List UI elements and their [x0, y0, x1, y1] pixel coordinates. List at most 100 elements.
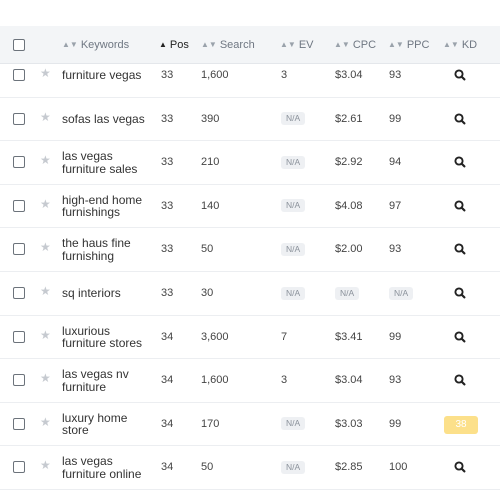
- pos-cell: 33: [161, 272, 173, 315]
- search-icon[interactable]: [452, 459, 468, 475]
- star-icon[interactable]: ★: [40, 327, 51, 342]
- row-checkbox[interactable]: [13, 461, 25, 474]
- cpc-cell: $2.61: [335, 98, 363, 141]
- na-badge: N/A: [335, 286, 360, 300]
- table-row: ★ luxury home store 34 170 N/A $3.03 99 38: [0, 403, 500, 447]
- star-icon[interactable]: ★: [40, 458, 51, 473]
- cpc-value: $2.00: [335, 243, 363, 256]
- pos-cell: 34: [161, 403, 173, 446]
- ppc-cell: 99: [389, 98, 401, 141]
- sort-arrows-icon: ▲▼: [388, 40, 404, 49]
- keyword-cell[interactable]: luxurious furniture stores: [62, 316, 157, 359]
- keyword-cell[interactable]: sq interiors: [62, 272, 157, 315]
- ppc-cell: 99: [389, 316, 401, 359]
- search-icon[interactable]: [452, 372, 468, 388]
- ev-value: 3: [281, 69, 288, 81]
- sort-arrows-icon: ▲▼: [62, 40, 78, 49]
- ppc-value: 99: [389, 417, 402, 430]
- table-rows: ★ furniture vegas 33 1,600 3 $3.04 93 ★ sofas la…: [0, 64, 500, 490]
- pos-value: 33: [161, 243, 174, 256]
- column-header-search[interactable]: ▲▼ Search: [201, 39, 255, 51]
- pos-value: 34: [161, 461, 174, 474]
- search-cell: 1,600: [201, 64, 229, 97]
- keyword-text: las vegas nv furniture: [62, 367, 129, 394]
- na-badge: N/A: [281, 460, 306, 474]
- cpc-cell: $2.85: [335, 446, 363, 489]
- search-icon[interactable]: [452, 329, 468, 345]
- star-icon[interactable]: ★: [40, 283, 51, 298]
- star-icon[interactable]: ★: [40, 371, 51, 386]
- star-icon[interactable]: ★: [40, 109, 51, 124]
- star-icon[interactable]: ★: [40, 240, 51, 255]
- column-header-ppc[interactable]: ▲▼ PPC: [388, 39, 430, 51]
- sort-arrows-icon: ▲▼: [201, 40, 217, 49]
- row-checkbox[interactable]: [13, 69, 25, 81]
- sort-up-icon: ▲: [159, 40, 167, 49]
- search-icon[interactable]: [452, 67, 468, 83]
- search-icon[interactable]: [452, 198, 468, 214]
- keyword-cell[interactable]: luxury home store: [62, 403, 157, 446]
- cpc-cell: $3.04: [335, 64, 363, 97]
- select-all-checkbox[interactable]: [13, 39, 25, 51]
- star-icon[interactable]: ★: [40, 414, 51, 429]
- row-checkbox[interactable]: [13, 286, 25, 299]
- search-cell: 3,600: [201, 316, 229, 359]
- keyword-cell[interactable]: las vegas furniture online: [62, 446, 157, 489]
- pos-value: 33: [161, 156, 174, 169]
- pos-value: 33: [161, 112, 174, 125]
- keyword-cell[interactable]: the haus fine furnishing: [62, 228, 157, 271]
- keyword-cell[interactable]: las vegas nv furniture: [62, 359, 157, 402]
- cpc-cell: $3.03: [335, 403, 363, 446]
- search-value: 30: [201, 286, 214, 299]
- pos-cell: 33: [161, 64, 173, 97]
- row-checkbox[interactable]: [13, 374, 25, 387]
- search-value: 140: [201, 199, 220, 212]
- ppc-cell: 97: [389, 185, 401, 228]
- row-checkbox[interactable]: [13, 243, 25, 256]
- star-icon[interactable]: ★: [40, 153, 51, 168]
- star-icon[interactable]: ★: [40, 196, 51, 211]
- row-checkbox[interactable]: [13, 330, 25, 343]
- ppc-value: 97: [389, 199, 402, 212]
- ppc-value: 93: [389, 69, 402, 81]
- ppc-value: 93: [389, 374, 402, 387]
- search-icon[interactable]: [452, 285, 468, 301]
- row-checkbox[interactable]: [13, 417, 25, 430]
- cpc-value: $2.85: [335, 461, 363, 474]
- column-header-keywords[interactable]: ▲▼ Keywords: [62, 39, 130, 51]
- search-value: 390: [201, 112, 220, 125]
- pos-cell: 33: [161, 98, 173, 141]
- star-icon[interactable]: ★: [40, 66, 51, 80]
- keyword-cell[interactable]: furniture vegas: [62, 64, 157, 97]
- search-icon[interactable]: [452, 154, 468, 170]
- pos-cell: 33: [161, 228, 173, 271]
- row-checkbox[interactable]: [13, 112, 25, 125]
- keyword-cell[interactable]: las vegas furniture sales: [62, 141, 157, 184]
- pos-value: 34: [161, 374, 174, 387]
- column-header-ev[interactable]: ▲▼ EV: [280, 39, 314, 51]
- na-badge: N/A: [281, 155, 306, 169]
- ev-cell: 7: [281, 316, 287, 359]
- na-badge: N/A: [281, 199, 306, 213]
- search-value: 1,600: [201, 374, 229, 387]
- cpc-value: $3.04: [335, 69, 363, 81]
- pos-cell: 34: [161, 316, 173, 359]
- column-header-pos[interactable]: ▲ Pos: [159, 39, 189, 51]
- column-header-kd[interactable]: ▲▼ KD: [443, 39, 478, 51]
- ppc-value: 93: [389, 243, 402, 256]
- keyword-cell[interactable]: sofas las vegas: [62, 98, 157, 141]
- search-value: 50: [201, 461, 214, 474]
- keyword-cell[interactable]: high-end home furnishings: [62, 185, 157, 228]
- pos-cell: 33: [161, 141, 173, 184]
- pos-cell: 33: [161, 185, 173, 228]
- table-row: ★ luxurious furniture stores 34 3,600 7 $3.41…: [0, 316, 500, 360]
- search-icon[interactable]: [452, 111, 468, 127]
- ev-cell: N/A: [281, 446, 306, 489]
- ppc-cell: 94: [389, 141, 401, 184]
- table-body: ★ furniture vegas 33 1,600 3 $3.04 93 ★ sofas la…: [0, 64, 500, 500]
- row-checkbox[interactable]: [13, 156, 25, 169]
- ppc-cell: 99: [389, 403, 401, 446]
- row-checkbox[interactable]: [13, 199, 25, 212]
- search-icon[interactable]: [452, 241, 468, 257]
- column-header-cpc[interactable]: ▲▼ CPC: [334, 39, 377, 51]
